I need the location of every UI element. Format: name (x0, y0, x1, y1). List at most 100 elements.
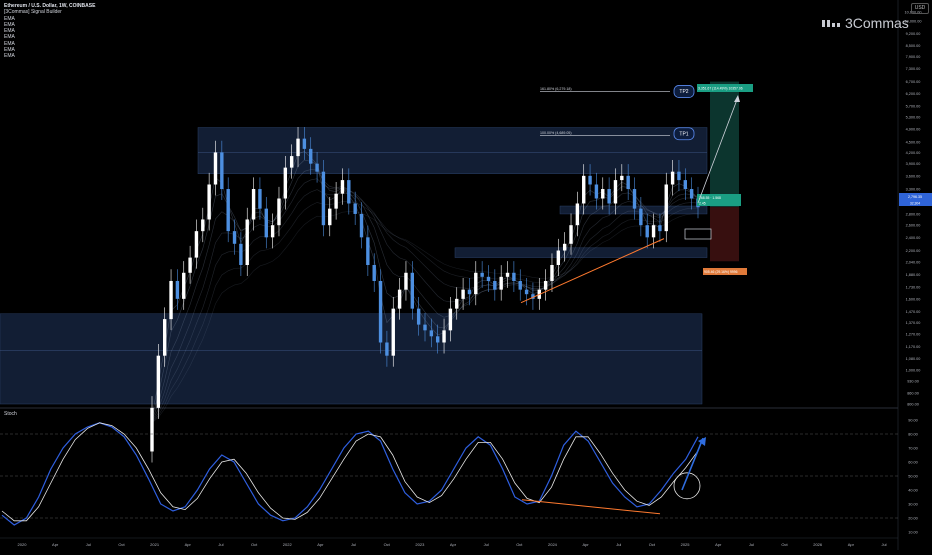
candle-body (410, 272, 415, 309)
time-tick-label: Apr (185, 542, 192, 547)
price-zone (454, 247, 708, 258)
stop-label: 905.46 (29.16%) 9996 (704, 270, 738, 274)
price-tick-label: 1,730.00 (906, 285, 921, 289)
candle-body (175, 280, 180, 299)
indicator-item[interactable]: EMA (4, 28, 15, 35)
price-tick-label: 1,000.00 (906, 369, 921, 373)
stoch-series-line (1, 422, 699, 522)
entry-label-box (697, 194, 741, 206)
candle-body (480, 272, 484, 277)
price-tag-label: 32,304 (910, 202, 920, 206)
stoch-trendline (521, 499, 661, 515)
candle-body (455, 298, 459, 309)
time-tick-label: Apr (848, 542, 855, 547)
candle-body (556, 250, 561, 265)
candle-body (188, 257, 192, 273)
tp1-badge-label: TP1 (679, 132, 688, 138)
candle-body (607, 189, 611, 204)
indicator-item[interactable]: EMA (4, 53, 15, 60)
price-tick-label: 1,600.00 (906, 297, 921, 301)
indicator-item[interactable]: EMA (4, 21, 15, 28)
candle-body (334, 193, 338, 209)
ema-line (151, 201, 699, 423)
tp2-text: 161.80% (6,279.18) (540, 87, 572, 91)
stoch-tick-label: 40.00 (908, 489, 918, 493)
chart-header: Ethereum / U.S. Dollar, 1W, COINBASE [3C… (4, 3, 95, 60)
candle-body (601, 189, 605, 199)
price-tag-label: 2,796.35 (908, 195, 922, 199)
candle-body (156, 355, 161, 408)
price-tick-label: 1,880.00 (906, 273, 921, 277)
stoch-tick-label: 30.00 (908, 503, 918, 507)
candle-body (283, 167, 288, 199)
indicator-item[interactable]: EMA (4, 34, 15, 41)
candle-body (391, 308, 395, 356)
candle-body (226, 189, 230, 232)
candle-body (575, 203, 580, 226)
candle-body (594, 184, 599, 199)
projection-line (697, 96, 739, 204)
time-tick-label: Jul (484, 542, 489, 547)
candle-body (670, 171, 675, 185)
tp2-badge (673, 85, 695, 98)
price-tick-label: 4,200.00 (906, 151, 921, 155)
stoch-label: Stoch (4, 411, 17, 417)
last-price-box (684, 228, 712, 240)
price-tick-label: 10,000.00 (905, 19, 922, 23)
candle-body (315, 163, 319, 172)
stoch-series-line (1, 422, 699, 526)
price-tag (899, 200, 932, 206)
indicator-item[interactable]: EMA (4, 40, 15, 47)
candle-body (467, 289, 472, 295)
time-tick-label: 2025 (681, 542, 691, 547)
price-tick-label: 6,700.00 (906, 80, 921, 84)
candle-body (505, 272, 510, 277)
indicator-item[interactable]: EMA (4, 47, 15, 54)
time-tick-label: Jul (881, 542, 886, 547)
candle-body (347, 180, 351, 204)
indicator-list: [3Commas] Signal Builder EMA EMA EMA EMA EMA E… (4, 9, 95, 59)
stop-zone (710, 207, 739, 262)
candle-body (289, 156, 294, 168)
entry-sub-label: 2.45 (699, 202, 706, 206)
time-tick-label: Oct (781, 542, 788, 547)
price-tick-label: 8,500.00 (906, 44, 921, 48)
time-tick-label: 2021 (150, 542, 160, 547)
candle-body (353, 203, 357, 214)
indicator-item[interactable]: EMA (4, 15, 15, 22)
candle-body (683, 180, 688, 190)
candle-body (429, 330, 434, 337)
time-tick-label: Apr (317, 542, 324, 547)
price-tick-label: 7,300.00 (906, 67, 921, 71)
indicator-item[interactable]: [3Commas] Signal Builder (4, 9, 62, 16)
candle-body (448, 308, 453, 331)
candle-body (245, 219, 249, 265)
candle-body (543, 280, 548, 290)
candle-body (423, 324, 427, 331)
stoch-arrowhead (698, 437, 706, 446)
time-tick-label: Jul (218, 542, 223, 547)
entry-label: 268.55 · 1.568 (699, 196, 721, 200)
price-tick-label: 930.00 (907, 380, 919, 384)
candle-body (385, 342, 389, 356)
time-tick-label: Oct (251, 542, 258, 547)
price-tag (899, 193, 932, 200)
time-tick-label: Apr (52, 542, 59, 547)
candle-body (309, 148, 313, 164)
stoch-tick-label: 50.00 (908, 475, 918, 479)
price-tick-label: 4,900.00 (906, 128, 921, 132)
candle-body (582, 175, 586, 204)
time-tick-label: Apr (715, 542, 722, 547)
candle-body (296, 138, 300, 157)
candle-body (442, 330, 446, 343)
brand-name: 3Commas (845, 15, 909, 31)
currency-button[interactable]: USD (911, 3, 929, 14)
candle-body (372, 264, 376, 281)
candle-body (201, 219, 205, 232)
symbol-title[interactable]: Ethereum / U.S. Dollar, 1W, COINBASE (4, 3, 96, 9)
candle-body (239, 243, 243, 265)
candle-body (340, 180, 345, 194)
time-tick-label: Apr (450, 542, 457, 547)
